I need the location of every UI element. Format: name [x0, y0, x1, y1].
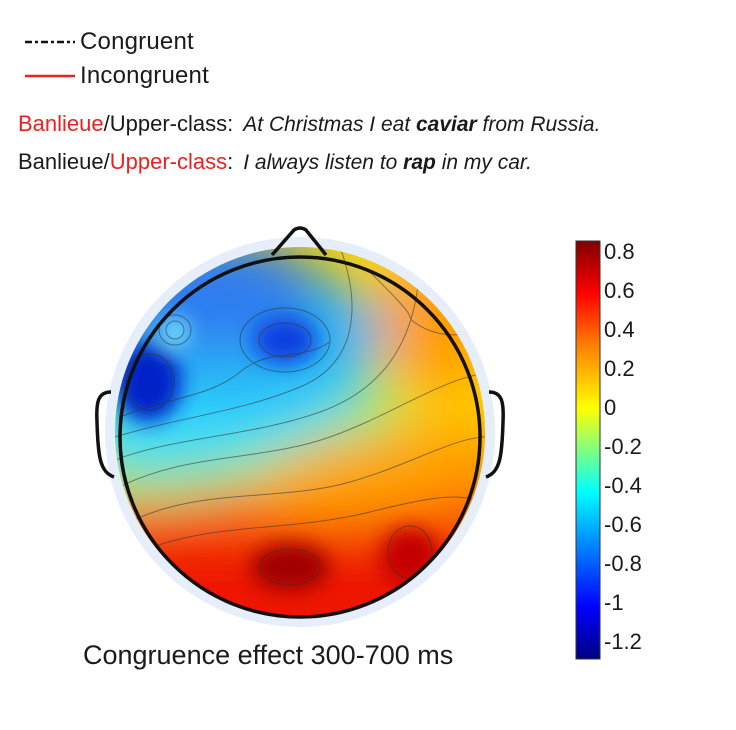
legend-incongruent: Incongruent	[24, 61, 209, 91]
right-ear-outline	[485, 390, 505, 479]
slash: /	[103, 111, 110, 136]
sentence-incongruent-example-2: Banlieue / Upper-class: I always listen to…	[18, 149, 532, 175]
sentence-text: At Christmas I eat caviar from Russia.	[243, 113, 600, 137]
contour-lines	[115, 247, 485, 586]
scalp-topography-map	[95, 226, 505, 627]
group-banlieue: Banlieue	[18, 111, 104, 136]
tick-label: 0.2	[604, 356, 635, 381]
group-upper-class: Upper-class	[109, 149, 228, 174]
tick-label: -0.4	[604, 473, 642, 498]
sentence-keyword: caviar	[415, 113, 477, 136]
head-outline	[95, 226, 505, 619]
tick-label: -0.6	[604, 512, 642, 537]
colon: :	[227, 149, 234, 174]
group-upper-class: Upper-class	[109, 111, 228, 136]
sentence-after: from Russia.	[476, 113, 601, 136]
sentence-after: in my car.	[435, 151, 532, 174]
dashed-line-icon	[25, 40, 75, 44]
tick-label: 0.8	[604, 239, 635, 264]
tick-label: -0.2	[604, 434, 642, 459]
legend-incongruent-label: Incongruent	[80, 62, 209, 89]
legend-congruent: Congruent	[24, 27, 194, 57]
tick-label: -1.2	[604, 629, 642, 654]
group-banlieue: Banlieue	[18, 149, 104, 174]
figure-caption: Congruence effect 300-700 ms	[83, 640, 454, 670]
tick-label: 0.6	[604, 278, 635, 303]
sentence-text: I always listen to rap in my car.	[243, 151, 532, 175]
sentence-before: I always listen to	[243, 151, 404, 174]
potential-field	[115, 247, 485, 617]
solid-red-line-icon	[25, 74, 75, 78]
sentence-keyword: rap	[403, 151, 436, 174]
sentence-incongruent-example: Banlieue / Upper-class: At Christmas I eat…	[18, 111, 600, 137]
colorbar	[575, 240, 601, 660]
colon: :	[227, 111, 234, 136]
left-ear-outline	[95, 390, 115, 479]
tick-label: -0.8	[604, 551, 642, 576]
slash: /	[103, 149, 110, 174]
tick-label: -1	[604, 590, 624, 615]
nose-outline	[270, 226, 328, 257]
sentence-before: At Christmas I eat	[243, 113, 416, 136]
tick-label: 0.4	[604, 317, 635, 342]
tick-label: 0	[604, 395, 617, 420]
legend-congruent-label: Congruent	[80, 28, 194, 55]
